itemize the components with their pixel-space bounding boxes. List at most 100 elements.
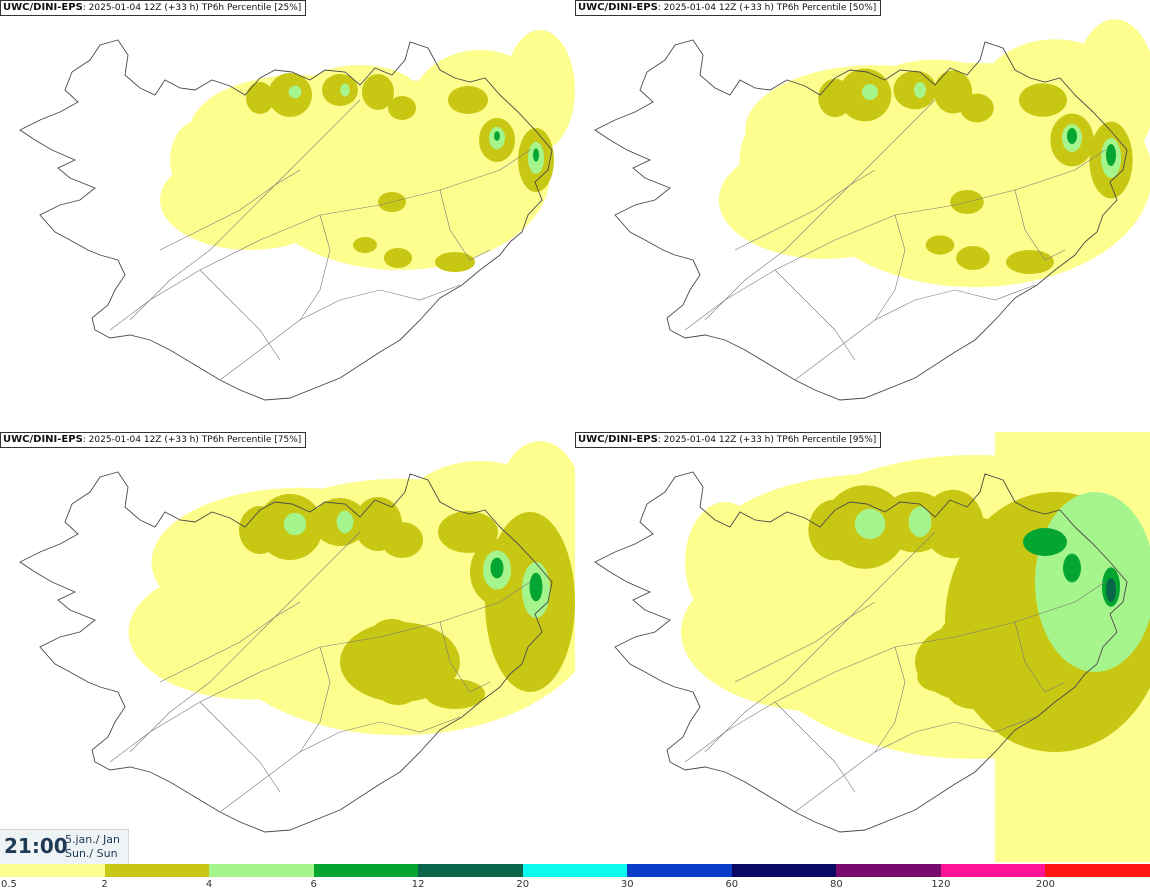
panel-title: UWC/DINI-EPS: 2025-01-04 12Z (+33 h) TP6… <box>0 432 307 448</box>
legend-label: 4 <box>205 879 213 890</box>
legend-label: 200 <box>1035 879 1055 890</box>
road-line <box>199 269 281 361</box>
road-line <box>159 601 301 683</box>
legend-swatch <box>522 864 628 877</box>
precip-area-0.5mm <box>170 120 230 200</box>
legend-label: 0.5 <box>1 879 17 890</box>
valid-date-line1: 5.jan./ Jan <box>65 833 120 846</box>
legend-label: 30 <box>620 879 634 890</box>
precip-area-0.5mm <box>505 30 575 150</box>
precipitation-map <box>594 19 1150 401</box>
road-line <box>794 716 1036 813</box>
precip-area-2mm <box>246 82 274 114</box>
precip-field <box>160 30 575 272</box>
coastline <box>19 471 553 833</box>
run-info: 2025-01-04 12Z (+33 h) <box>663 3 774 13</box>
valid-time-box: 21:00 5.jan./ Jan Sun./ Sun <box>0 829 129 864</box>
run-info: 2025-01-04 12Z (+33 h) <box>88 3 199 13</box>
precip-area-4mm <box>340 83 350 97</box>
precip-area-2mm <box>384 248 412 268</box>
legend-swatch <box>627 864 733 877</box>
precipitation-map <box>594 432 1150 862</box>
legend-label: 120 <box>931 879 951 890</box>
field-title: TP6h Percentile [75%] <box>201 435 302 445</box>
precip-area-12mm <box>1106 578 1116 602</box>
panel-title: UWC/DINI-EPS: 2025-01-04 12Z (+33 h) TP6… <box>575 0 882 16</box>
road-line <box>874 646 906 753</box>
coastline <box>594 471 1128 833</box>
precip-area-6mm <box>1067 128 1077 144</box>
precip-area-4mm <box>914 82 926 98</box>
road-line <box>734 169 876 251</box>
legend-swatch <box>731 864 837 877</box>
road-line <box>874 214 906 321</box>
precip-area-6mm <box>529 572 543 602</box>
road-line <box>129 531 361 753</box>
precip-area-6mm <box>1063 553 1081 583</box>
model-name: UWC/DINI-EPS <box>578 2 658 13</box>
color-legend: 0.5 2 4 6 12 20 30 60 80 120 200 <box>0 864 1150 891</box>
precip-area-2mm <box>956 246 990 270</box>
coastline <box>594 39 1128 401</box>
road-line <box>439 621 491 693</box>
legend-swatch <box>836 864 942 877</box>
valid-time: 21:00 <box>4 834 68 858</box>
panel-title: UWC/DINI-EPS: 2025-01-04 12Z (+33 h) TP6… <box>0 0 307 16</box>
precip-area-0.5mm <box>159 538 241 646</box>
run-info: 2025-01-04 12Z (+33 h) <box>88 435 199 445</box>
precip-area-6mm <box>1023 528 1067 556</box>
coastline <box>19 39 553 401</box>
field-title: TP6h Percentile [25%] <box>201 3 302 13</box>
precip-area-4mm <box>283 512 307 536</box>
precip-area-2mm <box>322 74 358 106</box>
precip-area-0.5mm <box>1073 19 1150 161</box>
field-title: TP6h Percentile [50%] <box>776 3 877 13</box>
road-line <box>199 701 281 793</box>
map-panel-p95: UWC/DINI-EPS: 2025-01-04 12Z (+33 h) TP6… <box>575 432 1150 862</box>
run-info: 2025-01-04 12Z (+33 h) <box>663 435 774 445</box>
road-line <box>774 269 856 361</box>
road-line <box>159 169 301 251</box>
precip-area-2mm <box>353 237 377 253</box>
road-line <box>129 99 361 321</box>
precip-area-2mm <box>340 622 460 702</box>
precip-area-2mm <box>435 252 475 272</box>
map-panel-p25: UWC/DINI-EPS: 2025-01-04 12Z (+33 h) TP6… <box>0 0 575 430</box>
road-line <box>299 214 331 321</box>
precip-area-2mm <box>1006 250 1054 274</box>
legend-label: 80 <box>829 879 843 890</box>
precip-area-6mm <box>1106 144 1116 166</box>
legend-swatch <box>418 864 524 877</box>
precip-area-2mm <box>438 511 498 553</box>
legend-label: 20 <box>516 879 530 890</box>
precipitation-map <box>19 30 575 401</box>
road-line <box>1014 189 1066 261</box>
legend-swatch <box>209 864 315 877</box>
road-line <box>774 701 856 793</box>
valid-date-line2: Sun./ Sun <box>65 847 118 860</box>
precip-area-2mm <box>239 506 281 554</box>
legend-swatch <box>104 864 210 877</box>
precip-area-2mm <box>362 74 394 110</box>
precip-area-4mm <box>288 85 302 99</box>
road-line <box>734 601 876 683</box>
precip-area-4mm <box>862 84 878 100</box>
panel-title: UWC/DINI-EPS: 2025-01-04 12Z (+33 h) TP6… <box>575 432 882 448</box>
precip-area-4mm <box>908 506 932 538</box>
legend-label: 12 <box>411 879 425 890</box>
precipitation-map <box>19 441 575 833</box>
precip-area-6mm <box>490 557 504 579</box>
precip-field <box>718 19 1150 288</box>
model-name: UWC/DINI-EPS <box>3 2 83 13</box>
legend-label: 2 <box>101 879 108 890</box>
precip-field <box>128 441 575 736</box>
valid-date: 5.jan./ Jan Sun./ Sun <box>65 833 120 861</box>
road-line <box>439 189 491 261</box>
map-panel-p50: UWC/DINI-EPS: 2025-01-04 12Z (+33 h) TP6… <box>575 0 1150 430</box>
legend-label: 6 <box>310 879 317 890</box>
road-line <box>704 99 936 321</box>
precip-area-2mm <box>960 93 994 123</box>
precip-area-0.5mm <box>739 112 811 208</box>
map-panel-p75: UWC/DINI-EPS: 2025-01-04 12Z (+33 h) TP6… <box>0 432 575 862</box>
model-name: UWC/DINI-EPS <box>578 434 658 445</box>
